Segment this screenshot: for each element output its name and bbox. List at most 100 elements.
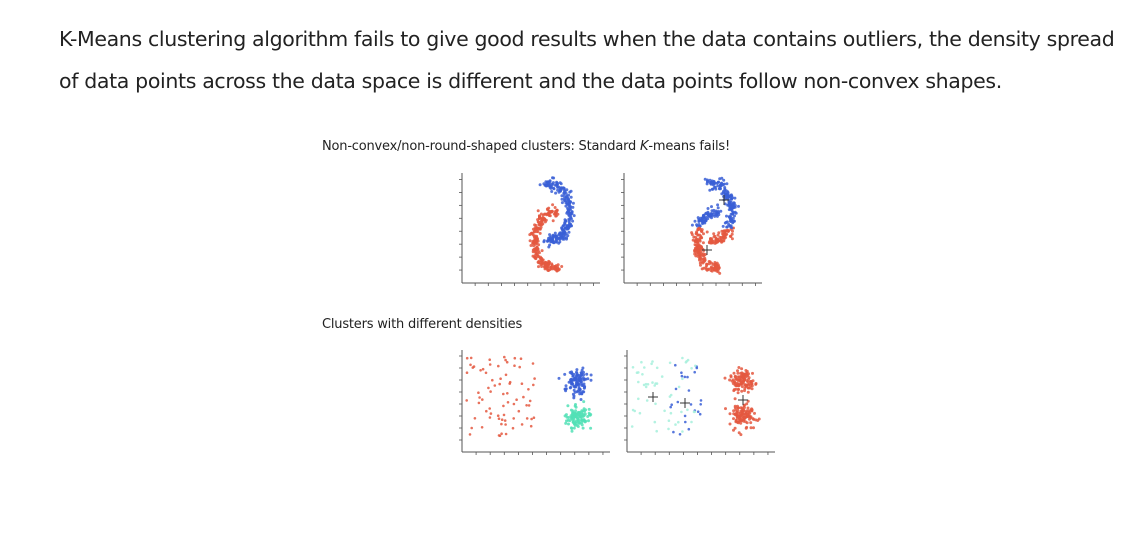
point [699, 246, 703, 250]
point [557, 376, 561, 380]
point [581, 366, 585, 370]
intro-paragraph: K-Means clustering algorithm fails to gi… [59, 27, 1115, 93]
point [506, 401, 510, 404]
point [733, 397, 737, 401]
point [484, 371, 488, 375]
point [721, 232, 725, 236]
point [687, 427, 691, 431]
point [560, 233, 564, 237]
point [569, 414, 573, 418]
point [745, 402, 749, 406]
point [716, 270, 720, 274]
point [567, 201, 571, 205]
point [539, 225, 543, 229]
point [560, 201, 564, 205]
point [537, 226, 541, 230]
point [729, 374, 733, 378]
point [587, 419, 590, 423]
point [700, 253, 704, 257]
point [580, 409, 584, 413]
point [653, 384, 656, 387]
point [489, 390, 492, 393]
point [465, 356, 469, 360]
point [744, 375, 748, 379]
point [536, 209, 540, 213]
point [571, 205, 575, 209]
point [568, 419, 572, 423]
point [725, 192, 729, 196]
point [718, 177, 722, 181]
point [554, 191, 558, 195]
point [712, 235, 716, 238]
point [686, 375, 689, 379]
point [731, 211, 735, 215]
point [573, 404, 577, 408]
point [705, 230, 709, 234]
point [539, 257, 543, 261]
point [536, 255, 540, 259]
point [727, 215, 731, 219]
point [491, 378, 494, 382]
point [707, 262, 711, 266]
point [701, 222, 704, 226]
point [481, 398, 484, 401]
point [694, 364, 697, 368]
point [586, 377, 590, 381]
point [499, 377, 502, 380]
point [493, 384, 497, 387]
point [556, 185, 559, 189]
point [562, 186, 566, 190]
point [698, 252, 702, 256]
point [577, 384, 581, 388]
point [582, 390, 586, 394]
point [637, 397, 640, 401]
point [745, 383, 749, 387]
point [737, 431, 741, 435]
point [540, 249, 544, 253]
point [704, 267, 708, 271]
point [631, 408, 635, 412]
point [699, 216, 703, 220]
point [749, 408, 753, 412]
point [528, 399, 532, 403]
point [587, 407, 591, 411]
point [733, 374, 737, 378]
point [716, 237, 720, 241]
point [555, 240, 558, 244]
point [515, 398, 518, 401]
point [740, 367, 744, 371]
centroid-marker [648, 392, 658, 402]
point [722, 229, 726, 233]
point [498, 382, 501, 386]
point [477, 391, 480, 394]
point [699, 235, 703, 239]
point [503, 419, 507, 422]
point [511, 426, 515, 430]
point [580, 371, 583, 375]
moons-kmeans-plot [621, 173, 762, 286]
point [465, 371, 469, 374]
point [693, 410, 697, 414]
point [739, 414, 742, 418]
point [478, 396, 481, 399]
point [553, 206, 557, 209]
point [680, 410, 683, 414]
point [748, 411, 752, 415]
point [719, 209, 723, 213]
point [735, 377, 739, 381]
point [672, 430, 675, 434]
point [513, 364, 516, 367]
point [575, 379, 579, 383]
point [567, 230, 571, 234]
point [563, 372, 567, 376]
point [745, 414, 749, 418]
point [729, 235, 733, 238]
point [589, 426, 593, 430]
point [743, 416, 747, 420]
point [558, 236, 562, 240]
point [729, 200, 733, 204]
point [680, 371, 683, 374]
point [694, 238, 698, 242]
point [737, 204, 740, 208]
point [716, 184, 720, 188]
